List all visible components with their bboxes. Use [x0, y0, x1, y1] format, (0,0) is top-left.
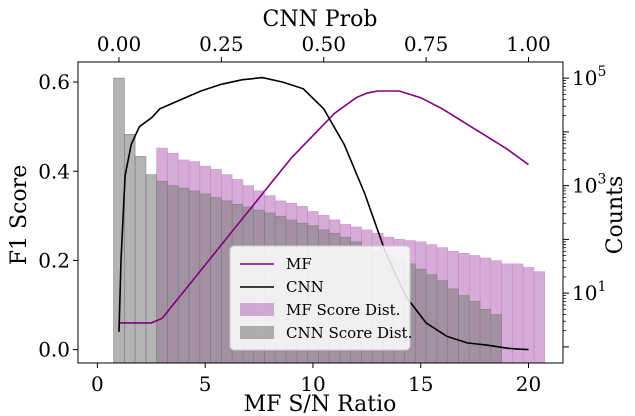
top-tick-label: 0.50 — [301, 32, 346, 56]
cnn-line — [118, 76, 529, 351]
hist-bar — [468, 301, 481, 364]
left-axis-title: F1 Score — [7, 165, 32, 265]
legend-swatch — [240, 303, 274, 316]
x-tick-label: 5 — [199, 372, 212, 396]
left-tick-label: 0.6 — [38, 70, 70, 94]
right-axis-title: Counts — [603, 176, 628, 255]
legend: MF CNN MF Score Dist. CNN Score Dist. — [229, 245, 412, 351]
legend-swatch — [240, 326, 274, 339]
hist-bar — [425, 274, 438, 364]
left-tick-label: 0.0 — [38, 338, 70, 362]
hist-bar — [199, 193, 211, 364]
left-tick-label: 0.2 — [38, 248, 70, 272]
hist-bar — [145, 174, 157, 364]
top-tick-label: 1.00 — [506, 32, 551, 56]
hist-bar — [167, 185, 179, 364]
hist-bar — [210, 197, 222, 364]
hist-bar — [177, 187, 190, 364]
legend-label: MF — [286, 255, 312, 273]
x-tick-label: 10 — [300, 372, 325, 396]
hist-bar — [533, 271, 545, 364]
hist-bar — [134, 156, 147, 364]
hist-bar — [447, 288, 459, 364]
x-tick-label: 15 — [408, 372, 433, 396]
right-tick-label: 103 — [572, 172, 606, 198]
right-tick-label: 105 — [572, 64, 606, 90]
legend-label: CNN Score Dist. — [286, 324, 412, 342]
mf-line — [119, 90, 529, 324]
hist-bar — [490, 314, 502, 364]
top-tick-label: 0.75 — [404, 32, 449, 56]
hist-bar — [188, 190, 201, 364]
hist-bar — [479, 309, 492, 364]
x-axis-title: MF S/N Ratio — [244, 392, 397, 416]
left-tick-label: 0.4 — [38, 159, 70, 183]
lines — [118, 76, 529, 351]
hist-bar — [458, 295, 470, 364]
top-tick-label: 0.25 — [199, 32, 244, 56]
right-tick-label: 101 — [572, 279, 606, 305]
top-axis-title: CNN Prob — [263, 7, 378, 32]
x-tick-label: 0 — [91, 372, 104, 396]
legend-label: MF Score Dist. — [286, 301, 400, 319]
hist-bar — [156, 181, 168, 364]
plot-frame — [77, 61, 564, 364]
x-tick-label: 20 — [516, 372, 541, 396]
hist-bar — [436, 280, 448, 364]
legend-box — [229, 245, 411, 351]
top-tick-label: 0.00 — [97, 32, 142, 56]
legend-label: CNN — [286, 278, 324, 296]
axes: 0 5 10 15 20 0.00 0.25 0.50 0.75 1.00 0.0 0.2 0.4 0.6… — [38, 32, 606, 396]
